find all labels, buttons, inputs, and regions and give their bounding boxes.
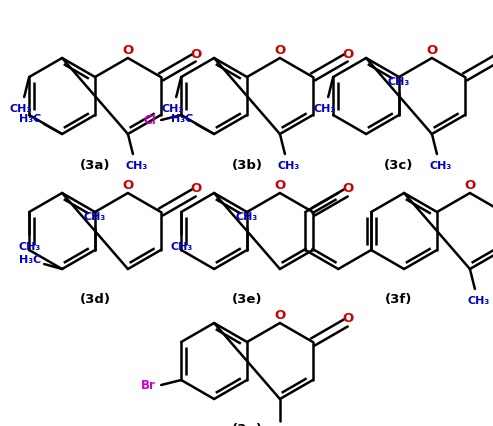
Text: O: O [190, 47, 201, 60]
Text: O: O [190, 182, 201, 195]
Text: CH₃: CH₃ [18, 242, 40, 251]
Text: CH₃: CH₃ [84, 211, 106, 222]
Text: O: O [464, 179, 476, 192]
Text: O: O [274, 309, 285, 322]
Text: Br: Br [141, 379, 156, 391]
Text: CH₃: CH₃ [126, 161, 148, 170]
Text: CH₃: CH₃ [278, 161, 300, 170]
Text: (3b): (3b) [232, 158, 262, 171]
Text: O: O [274, 44, 285, 58]
Text: CH₃: CH₃ [468, 295, 490, 305]
Text: O: O [426, 44, 437, 58]
Text: (3g): (3g) [232, 423, 262, 426]
Text: O: O [122, 179, 134, 192]
Text: O: O [342, 47, 353, 60]
Text: CH₃: CH₃ [313, 104, 335, 114]
Text: O: O [274, 179, 285, 192]
Text: CH₃: CH₃ [388, 77, 410, 87]
Text: CH₃: CH₃ [170, 242, 192, 251]
Text: (3a): (3a) [80, 158, 110, 171]
Text: (3d): (3d) [79, 293, 110, 306]
Text: H₃C: H₃C [171, 114, 193, 124]
Text: CH₃: CH₃ [9, 104, 32, 114]
Text: Cl: Cl [143, 114, 156, 127]
Text: (3f): (3f) [386, 293, 413, 306]
Text: O: O [342, 312, 353, 325]
Text: H₃C: H₃C [19, 114, 41, 124]
Text: H₃C: H₃C [19, 254, 41, 265]
Text: CH₃: CH₃ [430, 161, 452, 170]
Text: CH₃: CH₃ [236, 211, 258, 222]
Text: (3c): (3c) [385, 158, 414, 171]
Text: (3e): (3e) [232, 293, 262, 306]
Text: CH₃: CH₃ [161, 104, 183, 114]
Text: O: O [122, 44, 134, 58]
Text: O: O [342, 182, 353, 195]
